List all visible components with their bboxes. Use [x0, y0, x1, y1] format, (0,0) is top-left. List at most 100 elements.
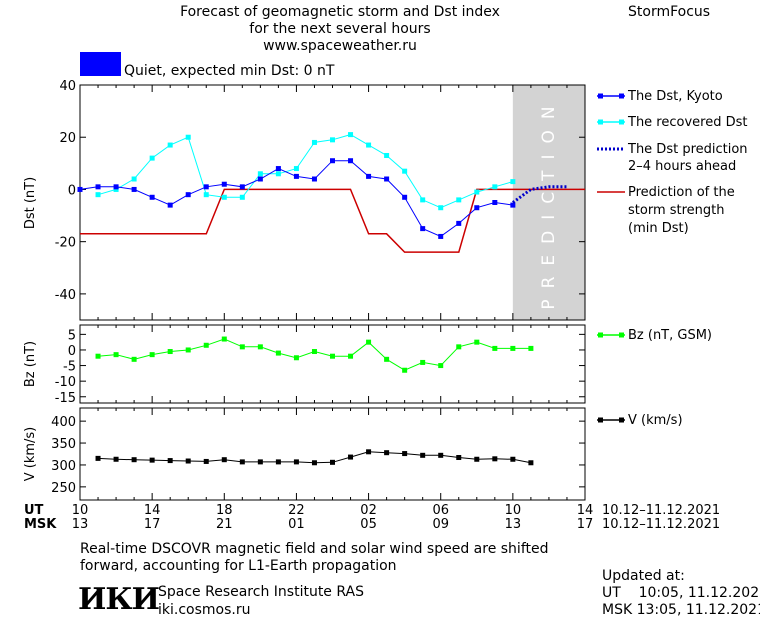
footer-note-line-1: Real-time DSCOVR magnetic field and sola…	[80, 541, 549, 557]
data-point	[311, 176, 317, 182]
data-point	[528, 460, 534, 466]
data-point	[203, 342, 209, 348]
y-axis-label: Dst (nT)	[23, 177, 38, 229]
status-color-swatch	[80, 52, 121, 76]
data-point	[293, 459, 299, 465]
data-point	[203, 184, 209, 190]
ut-date-range: 10.12–11.12.2021	[602, 503, 720, 518]
msk-axis-label: MSK	[24, 517, 57, 532]
data-point	[239, 459, 245, 465]
y-tick-label: 40	[59, 79, 76, 94]
legend-marker	[598, 332, 603, 338]
data-point	[293, 355, 299, 361]
data-point	[384, 153, 390, 158]
data-point	[402, 168, 408, 174]
data-point	[474, 456, 480, 462]
ut-tick-label: 14	[577, 503, 594, 518]
data-point	[420, 452, 426, 458]
data-point	[239, 194, 245, 200]
data-point	[167, 202, 173, 208]
legend-label: 2–4 hours ahead	[628, 159, 736, 174]
msk-tick-label: 13	[72, 517, 89, 532]
data-point	[456, 220, 462, 226]
data-point	[366, 142, 372, 148]
data-point	[149, 457, 155, 463]
msk-tick-label: 21	[216, 517, 233, 532]
y-tick-label: 300	[51, 459, 76, 474]
data-point	[77, 186, 83, 192]
data-point	[456, 197, 462, 203]
y-tick-label: 0	[68, 183, 76, 198]
data-point	[293, 166, 299, 172]
data-point	[185, 192, 191, 198]
data-point	[131, 457, 137, 463]
legend-marker	[598, 119, 603, 125]
plot-frame-1	[79, 84, 586, 321]
data-point	[474, 205, 480, 211]
data-point	[239, 184, 245, 190]
msk-tick-label: 05	[360, 517, 377, 532]
legend-label: Prediction of the	[628, 185, 735, 200]
data-point	[203, 192, 209, 198]
data-point	[239, 344, 245, 350]
series-line	[80, 188, 585, 253]
data-point	[149, 194, 155, 200]
data-point	[366, 449, 372, 455]
plot-frame-2	[79, 324, 586, 404]
data-point	[330, 137, 335, 143]
msk-date-range: 10.12–11.12.2021	[602, 517, 720, 532]
data-point	[366, 339, 372, 345]
data-point	[113, 184, 119, 190]
data-point	[95, 353, 101, 359]
msk-tick-label: 17	[577, 517, 594, 532]
legend-marker	[598, 93, 603, 99]
data-point	[311, 460, 317, 466]
y-tick-label: -20	[55, 236, 76, 251]
data-point	[149, 155, 155, 161]
y-tick-label: 350	[51, 437, 76, 452]
institute-site: iki.cosmos.ru	[158, 602, 251, 618]
data-point	[474, 339, 480, 345]
data-point	[311, 349, 317, 355]
data-point	[330, 353, 335, 359]
data-point	[492, 345, 498, 351]
data-point	[257, 344, 263, 350]
data-point	[95, 455, 101, 461]
data-point	[257, 459, 263, 465]
data-point	[275, 350, 281, 356]
data-point	[330, 459, 335, 465]
ut-axis-label: UT	[24, 503, 44, 518]
data-point	[438, 233, 444, 239]
data-point	[185, 458, 191, 464]
data-point	[131, 186, 137, 192]
y-tick-label: 0	[68, 344, 76, 359]
institute-name: Space Research Institute RAS	[158, 584, 364, 600]
chart-title-line-1: Forecast of geomagnetic storm and Dst in…	[180, 4, 500, 20]
data-point	[257, 171, 263, 177]
data-point	[167, 142, 173, 148]
data-point	[402, 194, 408, 200]
legend-label: The recovered Dst	[627, 115, 747, 130]
y-tick-label: 20	[59, 131, 76, 146]
data-point	[528, 345, 534, 351]
data-point	[402, 451, 408, 457]
data-point	[221, 336, 227, 342]
footer-note-line-2: forward, accounting for L1-Earth propaga…	[80, 558, 397, 574]
data-point	[275, 171, 281, 177]
y-tick-label: 250	[51, 481, 76, 496]
data-point	[402, 367, 408, 373]
legend-marker	[598, 417, 603, 423]
data-point	[510, 345, 516, 351]
plot-frame-3	[79, 407, 586, 501]
data-point	[420, 197, 426, 203]
y-axis-label: Bz (nT)	[23, 341, 38, 387]
data-point	[438, 452, 444, 458]
legend-marker	[619, 417, 624, 423]
series-line	[79, 160, 513, 237]
legend-label: Bz (nT, GSM)	[628, 328, 712, 343]
data-point	[384, 450, 390, 456]
data-point	[474, 189, 480, 195]
data-point	[95, 192, 101, 198]
